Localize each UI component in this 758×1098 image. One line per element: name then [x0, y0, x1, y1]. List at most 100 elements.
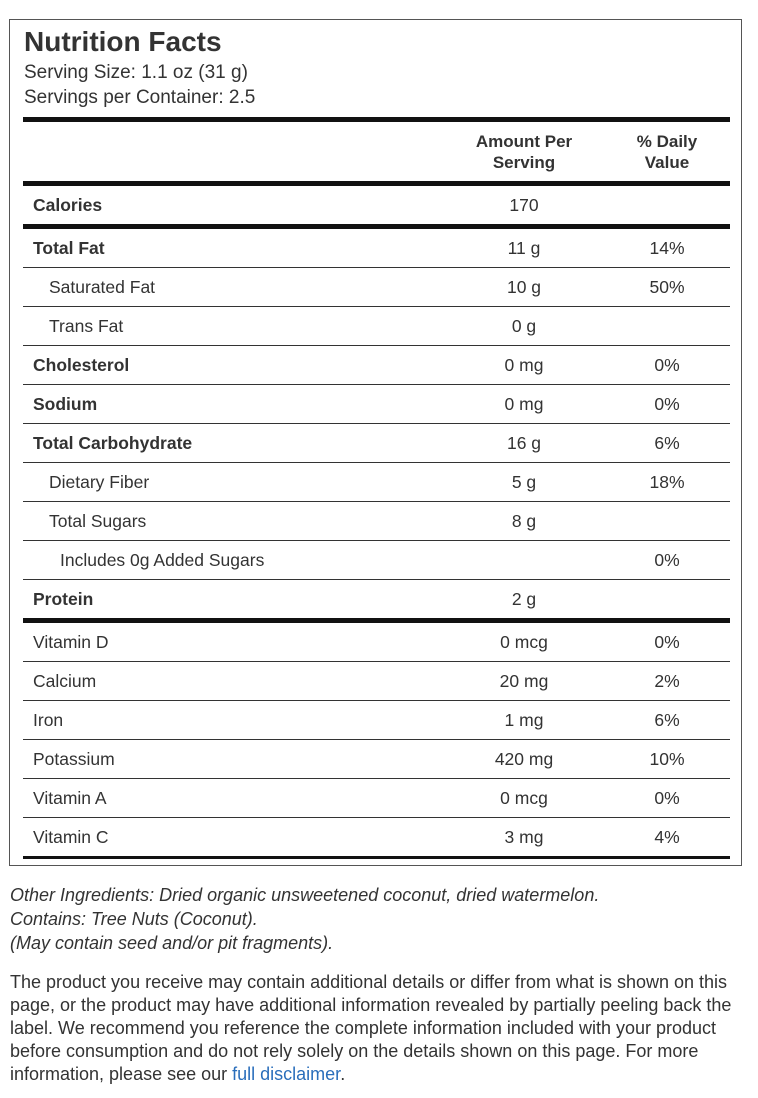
cell: 6% — [604, 700, 730, 740]
cell: 0% — [604, 620, 730, 662]
cell: 420 mg — [444, 739, 604, 779]
nutrition-table: Amount Per Serving % Daily Value Calorie… — [23, 117, 730, 859]
cell — [604, 183, 730, 229]
name: Protein — [33, 588, 94, 609]
name: Trans Fat — [49, 315, 124, 336]
amount: 5 g — [511, 471, 537, 492]
daily-value: 6% — [654, 709, 680, 730]
header-cell — [23, 117, 444, 186]
amount: 0 mg — [504, 354, 544, 375]
title: Nutrition Facts — [24, 26, 222, 57]
daily-value: 0% — [654, 354, 680, 375]
cell — [604, 306, 730, 346]
amount: 11 g — [507, 237, 541, 258]
amount: 8 g — [511, 510, 537, 531]
amount: 0 mg — [504, 393, 544, 414]
cell: 0 mg — [444, 345, 604, 385]
nutrient-row: Calories 170 — [23, 183, 730, 229]
header-cell: % Daily Value — [604, 117, 730, 186]
column-header: % Daily Value — [636, 131, 698, 172]
daily-value: 2% — [654, 670, 680, 691]
amount: 16 g — [506, 432, 542, 453]
cell: 0 mcg — [444, 778, 604, 818]
name: Cholesterol — [33, 354, 130, 375]
disclaimer-end: . — [340, 1064, 346, 1084]
name: Calories — [33, 194, 103, 215]
disclaimer-link[interactable]: full disclaimer — [232, 1064, 341, 1084]
cell: Vitamin D — [23, 620, 444, 662]
cell: 11 g — [444, 226, 604, 268]
nutrient-row: Saturated Fat 10 g 50% — [23, 267, 730, 307]
daily-value: 14% — [649, 237, 685, 258]
nutrient-row: Sodium 0 mg 0% — [23, 384, 730, 424]
cell: Trans Fat — [23, 306, 444, 346]
amount: 10 g — [506, 276, 542, 297]
nutrient-row: Vitamin A 0 mcg 0% — [23, 778, 730, 818]
amount: 3 mg — [504, 826, 544, 847]
name: Vitamin C — [33, 826, 109, 847]
name: Sodium — [33, 393, 98, 414]
cell: Calcium — [23, 661, 444, 701]
cell: 6% — [604, 423, 730, 463]
cell: Total Sugars — [23, 501, 444, 541]
cell: Cholesterol — [23, 345, 444, 385]
nutrient-row: Cholesterol 0 mg 0% — [23, 345, 730, 385]
cell: 18% — [604, 462, 730, 502]
cell: Total Fat — [23, 226, 444, 268]
cell: Dietary Fiber — [23, 462, 444, 502]
cell: Potassium — [23, 739, 444, 779]
cell: Vitamin C — [23, 817, 444, 859]
serving-size: Serving Size: 1.1 oz (31 g) — [24, 62, 248, 83]
amount: 0 mcg — [500, 787, 548, 808]
amount: 0 mcg — [500, 631, 548, 652]
nutrient-row: Total Fat 11 g 14% — [23, 226, 730, 268]
name: Calcium — [33, 670, 97, 691]
daily-value: 50% — [649, 276, 685, 297]
daily-value: 6% — [654, 432, 680, 453]
cell: 0 g — [444, 306, 604, 346]
header-cell: Amount Per Serving — [444, 117, 604, 186]
cell: Total Carbohydrate — [23, 423, 444, 463]
nutrient-row: Iron 1 mg 6% — [23, 700, 730, 740]
name: Includes 0g Added Sugars — [60, 549, 265, 570]
column-header: Amount Per Serving — [475, 131, 573, 172]
daily-value: 0% — [654, 549, 680, 570]
nutrient-row: Dietary Fiber 5 g 18% — [23, 462, 730, 502]
nutrient-row: Vitamin D 0 mcg 0% — [23, 620, 730, 662]
daily-value: 0% — [654, 631, 680, 652]
disclaimer-text: The product you receive may contain addi… — [10, 972, 732, 1084]
daily-value: 4% — [654, 826, 680, 847]
cell: 0 mcg — [444, 620, 604, 662]
cell: 14% — [604, 226, 730, 268]
name: Total Carbohydrate — [33, 432, 193, 453]
daily-value: 0% — [654, 787, 680, 808]
cell: 10% — [604, 739, 730, 779]
nutrient-row: Calcium 20 mg 2% — [23, 661, 730, 701]
cell: 50% — [604, 267, 730, 307]
daily-value: 10% — [649, 748, 685, 769]
cell: 16 g — [444, 423, 604, 463]
cell: 8 g — [444, 501, 604, 541]
cell: 0% — [604, 778, 730, 818]
cell: 170 — [444, 183, 604, 229]
nutrient-row: Protein 2 g — [23, 579, 730, 623]
disclaimer: The product you receive may contain addi… — [10, 971, 745, 1086]
note: (May contain seed and/or pit fragments). — [10, 933, 334, 953]
name: Vitamin D — [33, 631, 109, 652]
cell: Protein — [23, 579, 444, 623]
cell: 0 mg — [444, 384, 604, 424]
cell: 0% — [604, 540, 730, 580]
cell: 2% — [604, 661, 730, 701]
name: Dietary Fiber — [49, 471, 150, 492]
nutrition-panel: Nutrition Facts Serving Size: 1.1 oz (31… — [9, 19, 742, 866]
cell: 0% — [604, 345, 730, 385]
header-row: Amount Per Serving % Daily Value — [23, 117, 730, 186]
note: Contains: Tree Nuts (Coconut). — [10, 909, 258, 929]
cell — [444, 540, 604, 580]
name: Iron — [33, 709, 64, 730]
cell: 3 mg — [444, 817, 604, 859]
nutrient-row: Includes 0g Added Sugars 0% — [23, 540, 730, 580]
cell — [604, 501, 730, 541]
name: Saturated Fat — [49, 276, 156, 297]
amount: 420 mg — [494, 748, 554, 769]
